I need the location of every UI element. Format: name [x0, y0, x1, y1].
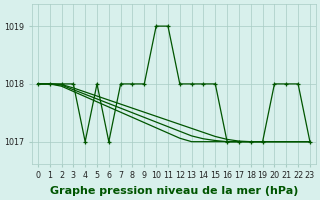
X-axis label: Graphe pression niveau de la mer (hPa): Graphe pression niveau de la mer (hPa) [50, 186, 298, 196]
